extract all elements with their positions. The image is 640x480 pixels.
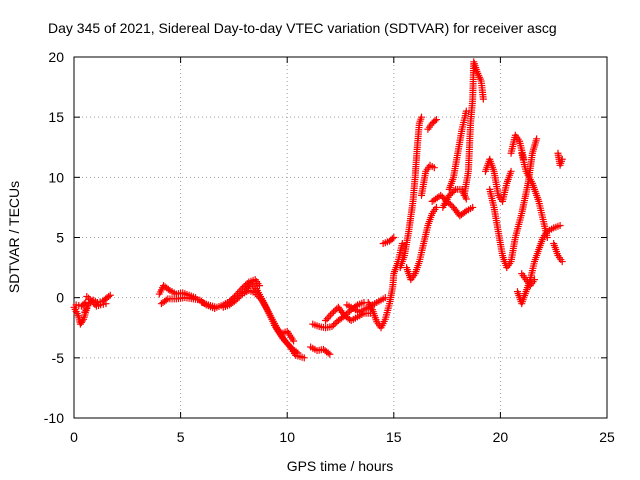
data-point — [328, 309, 336, 317]
data-point — [450, 187, 458, 195]
y-axis-label: SDTVAR / TECUs — [6, 181, 22, 293]
y-tick-label: -5 — [52, 350, 65, 366]
data-point — [162, 296, 170, 304]
data-point — [328, 323, 336, 331]
data-point — [462, 195, 470, 203]
data-point — [398, 240, 406, 248]
data-point — [325, 313, 333, 321]
data-point — [438, 193, 446, 201]
data-point — [531, 276, 539, 284]
x-tick-labels: 0 5 10 15 20 25 — [70, 429, 615, 445]
data-point — [331, 320, 339, 328]
data-point — [558, 258, 566, 266]
y-tick-label: 10 — [48, 169, 64, 185]
data-point — [432, 116, 440, 124]
data-point — [79, 317, 87, 325]
data-point — [235, 293, 243, 301]
data-point — [323, 315, 331, 323]
data-point — [324, 349, 332, 357]
data-point — [330, 308, 338, 316]
data-point — [447, 190, 455, 198]
data-point — [237, 292, 245, 300]
data-point — [461, 208, 469, 216]
y-tick-labels: -10 -5 0 5 10 15 20 — [44, 49, 64, 426]
data-point — [232, 296, 240, 304]
data-points — [70, 58, 566, 362]
y-tick-label: 0 — [56, 290, 64, 306]
data-point — [83, 292, 91, 300]
data-point — [105, 292, 113, 300]
x-axis-label: GPS time / hours — [287, 458, 394, 474]
chart-title: Day 345 of 2021, Sidereal Day-to-day VTE… — [48, 20, 557, 36]
data-point — [431, 117, 439, 125]
data-point — [462, 107, 470, 115]
data-point — [556, 221, 564, 229]
grid — [74, 57, 607, 418]
data-point — [558, 155, 566, 163]
data-point — [388, 235, 396, 243]
data-point — [106, 291, 114, 299]
data-point — [326, 350, 334, 358]
data-point — [445, 191, 453, 199]
ticks — [73, 56, 608, 419]
y-tick-label: 15 — [48, 109, 64, 125]
data-point — [255, 282, 263, 290]
data-point — [234, 295, 242, 303]
x-tick-label: 20 — [493, 429, 509, 445]
data-point — [290, 337, 298, 345]
data-point — [326, 311, 334, 319]
data-point — [448, 188, 456, 196]
data-point — [507, 167, 515, 175]
data-point — [430, 164, 438, 172]
data-point — [533, 135, 541, 143]
x-tick-label: 0 — [70, 429, 78, 445]
data-point — [446, 200, 454, 208]
data-point — [437, 191, 445, 199]
x-tick-label: 15 — [386, 429, 402, 445]
y-tick-label: 5 — [56, 230, 64, 246]
plot-frame — [73, 56, 608, 419]
data-point — [432, 203, 440, 211]
data-point — [322, 317, 330, 325]
x-tick-label: 5 — [177, 429, 185, 445]
y-tick-label: -10 — [44, 410, 64, 426]
data-point — [469, 203, 477, 211]
data-point — [479, 95, 487, 103]
data-point — [330, 321, 338, 329]
x-tick-label: 10 — [279, 429, 295, 445]
y-tick-label: 20 — [48, 49, 64, 65]
data-point — [390, 234, 398, 241]
x-tick-label: 25 — [599, 429, 615, 445]
data-point — [300, 354, 308, 362]
data-point — [418, 113, 426, 121]
data-point — [102, 300, 110, 308]
data-point — [164, 285, 172, 293]
